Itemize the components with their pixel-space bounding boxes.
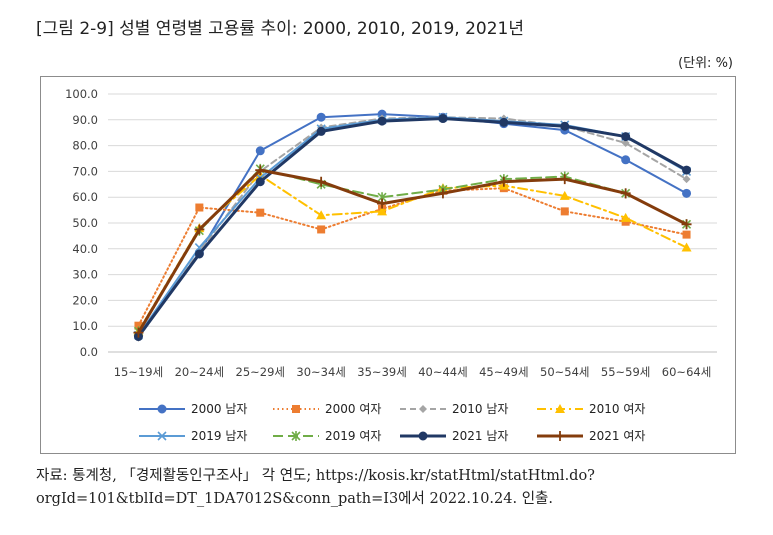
data-point: [682, 165, 692, 175]
data-point: [377, 116, 387, 126]
data-point: [418, 431, 428, 441]
data-point: [133, 327, 144, 338]
data-point: [255, 146, 265, 156]
data-point: [157, 404, 167, 414]
data-point: [157, 431, 167, 441]
data-point: [437, 188, 448, 199]
x-tick-label: 45~49세: [479, 365, 528, 379]
legend-label: 2000 남자: [191, 402, 247, 416]
data-point: [292, 405, 300, 413]
data-point: [316, 126, 326, 136]
series-1: [134, 184, 691, 330]
data-point: [559, 174, 570, 185]
data-point: [560, 207, 569, 216]
legend-label: 2021 여자: [589, 429, 645, 443]
data-point: [291, 431, 301, 441]
data-point: [255, 165, 266, 176]
chart-container: 0.0 10.0 20.0 30.0 40.0 50.0 60.0 70.0 80.0 90.0 1…: [40, 76, 736, 454]
y-tick-label: 20.0: [72, 293, 98, 307]
legend-label: 2021 남자: [452, 429, 508, 443]
data-point: [316, 210, 327, 220]
data-point: [498, 176, 509, 187]
data-point: [559, 190, 570, 200]
x-tick-label: 20~24세: [175, 365, 224, 379]
x-tick-label: 15~19세: [114, 365, 163, 379]
data-point: [255, 177, 265, 187]
data-point: [256, 208, 265, 217]
figure-title: [그림 2-9] 성별 연령별 고용률 추이: 2000, 2010, 2019…: [36, 19, 524, 39]
data-point: [682, 230, 691, 239]
series-6: [133, 114, 692, 342]
x-tick-label: 25~29세: [236, 365, 285, 379]
source-note: 자료: 통계청, 「경제활동인구조사」 각 연도; https://kosis.…: [36, 468, 595, 507]
legend-item: 2010 여자: [537, 402, 645, 416]
y-tick-label: 60.0: [72, 190, 98, 204]
y-tick-label: 70.0: [72, 164, 98, 178]
data-point: [620, 212, 631, 222]
series-7: [133, 165, 692, 338]
series-line: [136, 117, 689, 339]
legend-item: 2021 남자: [400, 429, 508, 443]
legend-item: 2019 남자: [139, 429, 247, 443]
data-point: [377, 198, 388, 209]
data-point: [316, 112, 326, 122]
data-point: [681, 242, 692, 252]
x-tick-label: 35~39세: [357, 365, 406, 379]
series-line: [137, 113, 688, 338]
legend-label: 2010 여자: [589, 402, 645, 416]
legend-item: 2000 남자: [139, 402, 247, 416]
data-point: [621, 155, 631, 165]
data-point: [499, 117, 509, 127]
series-line: [137, 167, 688, 333]
legend-item: 2000 여자: [273, 402, 381, 416]
y-tick-label: 10.0: [72, 319, 98, 333]
x-tick-label: 55~59세: [601, 365, 650, 379]
series-3: [133, 170, 692, 336]
data-point: [438, 114, 448, 124]
legend-item: 2021 여자: [537, 429, 645, 443]
y-tick-label: 90.0: [72, 113, 98, 127]
data-point: [621, 132, 631, 142]
y-tick-label: 40.0: [72, 242, 98, 256]
legend-label: 2000 여자: [325, 402, 381, 416]
legend-label: 2019 남자: [191, 429, 247, 443]
data-point: [560, 121, 570, 131]
data-point: [682, 175, 691, 184]
data-point: [194, 249, 204, 259]
data-point: [194, 224, 205, 235]
data-point: [195, 203, 204, 212]
data-point: [316, 176, 327, 187]
data-point: [681, 219, 692, 230]
legend-label: 2019 여자: [325, 429, 381, 443]
data-point: [682, 188, 692, 198]
data-point: [620, 188, 631, 199]
y-tick-label: 30.0: [72, 268, 98, 282]
data-point: [317, 225, 326, 234]
x-tick-label: 40~44세: [418, 365, 467, 379]
series-4: [133, 112, 692, 340]
unit-label: (단위: %): [678, 56, 733, 71]
y-tick-label: 80.0: [72, 139, 98, 153]
legend-item: 2010 남자: [400, 402, 508, 416]
series-line: [136, 168, 689, 335]
data-point: [377, 206, 388, 216]
data-point: [134, 321, 143, 330]
legend-label: 2010 남자: [452, 402, 508, 416]
data-point: [555, 404, 565, 413]
x-tick-label: 60~64세: [662, 365, 711, 379]
y-tick-label: 50.0: [72, 216, 98, 230]
x-tick-label: 30~34세: [296, 365, 345, 379]
data-point: [621, 139, 630, 148]
y-tick-label: 100.0: [65, 87, 98, 101]
legend-item: 2019 여자: [273, 429, 381, 443]
line-chart: 0.0 10.0 20.0 30.0 40.0 50.0 60.0 70.0 80.0 90.0 1…: [65, 87, 717, 443]
data-point: [555, 431, 565, 441]
y-tick-label: 0.0: [80, 345, 98, 359]
x-tick-label: 50~54세: [540, 365, 589, 379]
data-point: [419, 405, 427, 413]
